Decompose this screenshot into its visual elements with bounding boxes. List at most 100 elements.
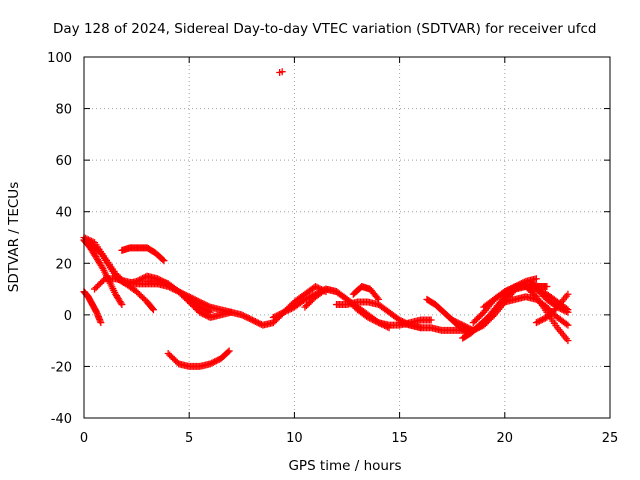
y-tick-label: 60 xyxy=(55,154,72,169)
data-point xyxy=(140,274,148,282)
x-tick-label: 25 xyxy=(602,431,619,446)
data-point xyxy=(224,348,232,356)
data-point xyxy=(281,308,289,316)
data-point xyxy=(196,298,204,306)
data-point xyxy=(203,302,211,310)
data-point xyxy=(193,296,201,304)
data-point xyxy=(454,319,462,327)
data-point xyxy=(459,321,467,329)
data-point xyxy=(271,313,279,321)
data-point xyxy=(378,320,386,328)
data-point xyxy=(197,309,205,317)
data-point xyxy=(239,312,247,320)
data-point xyxy=(212,357,220,365)
data-point xyxy=(478,310,486,318)
data-point xyxy=(278,309,286,317)
chart-title: Day 128 of 2024, Sidereal Day-to-day VTE… xyxy=(53,21,596,37)
data-point xyxy=(517,280,525,288)
data-point xyxy=(376,319,384,327)
y-tick-label: 100 xyxy=(47,51,72,66)
series-arc-19 xyxy=(501,293,572,329)
data-point xyxy=(272,312,280,320)
data-point xyxy=(203,312,211,320)
data-point xyxy=(532,275,540,283)
data-point xyxy=(381,322,389,330)
data-point xyxy=(538,316,546,324)
data-point xyxy=(540,289,548,297)
data-point xyxy=(535,317,543,325)
data-point xyxy=(275,310,283,318)
data-point xyxy=(520,278,528,286)
data-point xyxy=(302,295,310,303)
data-point xyxy=(269,313,277,321)
data-point xyxy=(564,306,572,314)
data-point xyxy=(304,294,312,302)
data-point xyxy=(244,314,252,322)
data-point xyxy=(384,323,392,331)
data-point xyxy=(427,316,435,324)
data-point xyxy=(540,315,548,323)
data-point xyxy=(159,256,167,264)
data-point xyxy=(190,295,198,303)
data-point xyxy=(277,310,285,318)
data-point xyxy=(242,313,250,321)
data-point xyxy=(200,300,208,308)
data-point xyxy=(507,285,515,293)
data-point xyxy=(465,324,473,332)
data-point xyxy=(375,319,383,327)
data-point xyxy=(514,281,522,289)
data-point xyxy=(382,322,390,330)
data-point xyxy=(453,318,461,326)
data-point xyxy=(238,311,246,319)
data-point xyxy=(209,358,217,366)
x-tick-label: 5 xyxy=(185,431,193,446)
series-arc-8 xyxy=(164,347,233,370)
data-point xyxy=(97,319,105,327)
data-point xyxy=(254,319,262,327)
series-arc-6 xyxy=(118,244,168,265)
y-tick-label: 80 xyxy=(55,103,72,118)
x-tick-label: 15 xyxy=(391,431,408,446)
data-point xyxy=(502,287,510,295)
data-point xyxy=(191,296,199,304)
series-arc-3 xyxy=(80,236,126,309)
series-arc-10 xyxy=(301,285,393,332)
data-point xyxy=(202,301,210,309)
data-point xyxy=(375,295,383,303)
y-tick-label: -20 xyxy=(51,360,72,375)
data-point xyxy=(504,286,512,294)
grid-layer xyxy=(84,57,610,418)
y-tick-label: -40 xyxy=(51,412,72,427)
x-tick-label: 20 xyxy=(497,431,514,446)
data-point xyxy=(564,321,572,329)
data-point xyxy=(256,320,264,328)
data-point xyxy=(456,320,464,328)
data-point xyxy=(149,306,157,314)
series-outlier xyxy=(276,68,286,76)
y-tick-label: 20 xyxy=(55,257,72,272)
data-point xyxy=(287,305,295,313)
data-point xyxy=(274,311,282,319)
y-tick-label: 0 xyxy=(64,309,72,324)
data-point xyxy=(511,282,519,290)
data-point xyxy=(280,308,288,316)
data-point xyxy=(283,307,291,315)
data-point xyxy=(214,356,222,364)
data-point xyxy=(253,318,261,326)
data-point xyxy=(211,358,219,366)
plot-frame xyxy=(83,56,611,419)
y-axis-label: SDTVAR / TECUs xyxy=(6,182,22,292)
series-arc-21 xyxy=(532,290,572,327)
data-point xyxy=(149,305,157,313)
data-point xyxy=(508,284,516,292)
y-tick-label: 40 xyxy=(55,206,72,221)
data-point xyxy=(250,317,258,325)
series-arc-7 xyxy=(143,277,235,321)
data-point xyxy=(247,315,255,323)
data-point xyxy=(501,288,509,296)
data-point xyxy=(562,305,570,313)
data-point xyxy=(534,318,542,326)
data-point xyxy=(450,317,458,325)
x-axis-label: GPS time / hours xyxy=(288,458,401,474)
